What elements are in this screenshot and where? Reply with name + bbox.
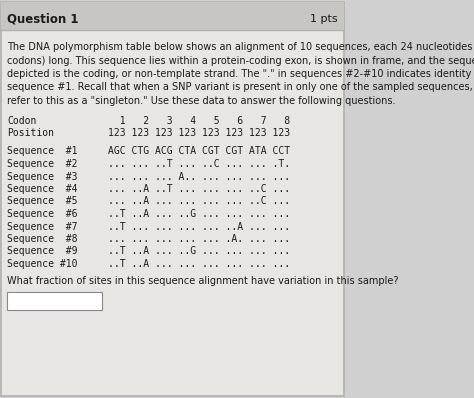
Text: Sequence  #9: Sequence #9 (7, 246, 78, 256)
Text: ..T ..A ... ..G ... ... ... ...: ..T ..A ... ..G ... ... ... ... (108, 246, 290, 256)
Text: What fraction of sites in this sequence alignment have variation in this sample?: What fraction of sites in this sequence … (7, 275, 399, 285)
Text: ..T ..A ... ... ... ... ... ...: ..T ..A ... ... ... ... ... ... (108, 259, 290, 269)
Text: ... ..A ... ... ... ... ..C ...: ... ..A ... ... ... ... ..C ... (108, 197, 290, 207)
Text: Question 1: Question 1 (7, 12, 79, 25)
Text: Sequence  #7: Sequence #7 (7, 222, 78, 232)
Text: ... ... ... A.. ... ... ... ...: ... ... ... A.. ... ... ... ... (108, 172, 290, 181)
Text: 123 123 123 123 123 123 123 123: 123 123 123 123 123 123 123 123 (108, 129, 290, 139)
Text: ... ... ... ... ... .A. ... ...: ... ... ... ... ... .A. ... ... (108, 234, 290, 244)
Text: depicted is the coding, or non-template strand. The "." in sequences #2-#10 indi: depicted is the coding, or non-template … (7, 69, 474, 79)
Text: ..T ... ... ... ... ..A ... ...: ..T ... ... ... ... ..A ... ... (108, 222, 290, 232)
Text: ... ..A ..T ... ... ... ..C ...: ... ..A ..T ... ... ... ..C ... (108, 184, 290, 194)
Text: Sequence  #6: Sequence #6 (7, 209, 78, 219)
Text: The DNA polymorphism table below shows an alignment of 10 sequences, each 24 nuc: The DNA polymorphism table below shows a… (7, 42, 474, 52)
Text: Sequence  #3: Sequence #3 (7, 172, 78, 181)
Text: refer to this as a "singleton." Use these data to answer the following questions: refer to this as a "singleton." Use thes… (7, 96, 396, 106)
Bar (1, 2, 344, 30)
Text: Sequence  #2: Sequence #2 (7, 159, 78, 169)
Text: ..T ..A ... ..G ... ... ... ...: ..T ..A ... ..G ... ... ... ... (108, 209, 290, 219)
Text: ... ... ..T ... ..C ... ... .T.: ... ... ..T ... ..C ... ... .T. (108, 159, 290, 169)
Bar (7, 291, 102, 310)
Text: Sequence  #1: Sequence #1 (7, 146, 78, 156)
Text: AGC CTG ACG CTA CGT CGT ATA CCT: AGC CTG ACG CTA CGT CGT ATA CCT (108, 146, 290, 156)
Text: Sequence  #4: Sequence #4 (7, 184, 78, 194)
Text: Sequence  #5: Sequence #5 (7, 197, 78, 207)
Text: Position: Position (7, 129, 55, 139)
Text: Codon: Codon (7, 115, 36, 125)
Text: Sequence #10: Sequence #10 (7, 259, 78, 269)
Text: 1 pts: 1 pts (310, 14, 338, 24)
Text: 1   2   3   4   5   6   7   8: 1 2 3 4 5 6 7 8 (108, 115, 290, 125)
Text: Sequence  #8: Sequence #8 (7, 234, 78, 244)
Text: codons) long. This sequence lies within a protein-coding exon, is shown in frame: codons) long. This sequence lies within … (7, 55, 474, 66)
Text: sequence #1. Recall that when a SNP variant is present in only one of the sample: sequence #1. Recall that when a SNP vari… (7, 82, 474, 92)
